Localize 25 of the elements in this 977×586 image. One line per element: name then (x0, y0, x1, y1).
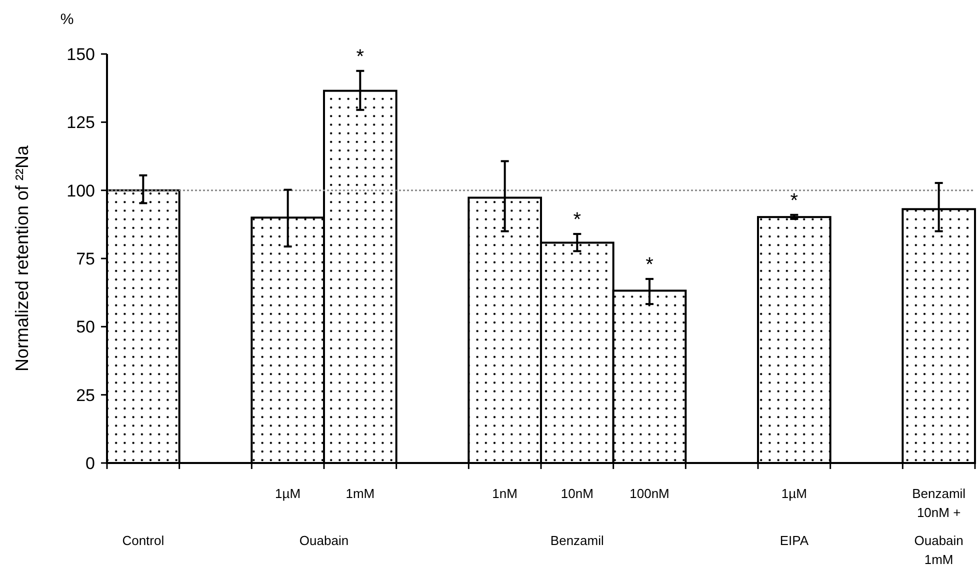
data-label: * (790, 190, 798, 212)
x-tick-label: 1µM (781, 486, 807, 501)
x-tick-label: 1nM (492, 486, 518, 501)
x-tick-label: 1mM (346, 486, 375, 501)
x-tick-label: Benzamil 10nM + (912, 486, 966, 520)
x-tick-label: 10nM (560, 486, 594, 501)
y-tick-label: 150 (66, 44, 95, 64)
text: Control (122, 533, 164, 548)
y-tick-label: 125 (66, 113, 95, 132)
x-tick-label: 1µM (275, 486, 301, 501)
y-axis-title: Normalized retention of ²²Na (12, 144, 32, 372)
data-label: * (356, 46, 364, 68)
y-tick-label: 75 (76, 249, 95, 268)
data-label: * (646, 254, 654, 276)
y-tick-label: 0 (86, 454, 95, 473)
y-tick-label: 50 (76, 318, 95, 337)
text: % (60, 11, 74, 28)
text: Ouabain 1mM (914, 533, 964, 567)
y-tick-label: 25 (76, 386, 95, 405)
y-tick-label: 100 (66, 181, 95, 200)
x-tick-label: 100nM (630, 486, 670, 501)
text: Ouabain (299, 533, 349, 548)
data-label: * (573, 208, 582, 231)
text: EIPA (780, 533, 809, 548)
text: Benzamil (550, 533, 604, 548)
